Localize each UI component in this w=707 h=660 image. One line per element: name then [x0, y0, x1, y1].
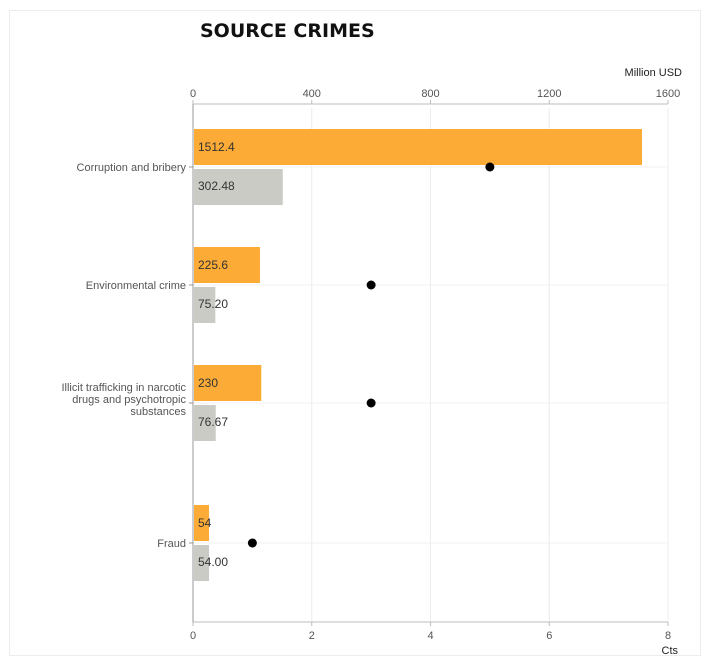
- bar-secondary: [194, 287, 216, 323]
- bar-primary-label: 54: [198, 516, 212, 530]
- bar-primary-label: 225.6: [198, 258, 228, 272]
- bar-secondary-label: 76.67: [198, 415, 228, 429]
- top-axis-tick-label: 0: [190, 88, 196, 100]
- top-axis-tick-label: 400: [303, 88, 321, 100]
- scatter-point: [485, 162, 495, 172]
- bottom-axis-tick-label: 4: [427, 630, 433, 642]
- bar-secondary: [194, 405, 216, 441]
- bottom-axis-tick-label: 0: [190, 630, 196, 642]
- category-label: Fraud: [157, 538, 186, 550]
- bar-primary: [194, 129, 642, 165]
- scatter-point: [247, 538, 257, 548]
- bottom-axis-tick-label: 8: [665, 630, 671, 642]
- bar-primary: [194, 365, 262, 401]
- category-label: substances: [130, 406, 186, 418]
- bar-primary-label: 230: [198, 376, 218, 390]
- scatter-point: [366, 280, 376, 290]
- top-axis-tick-label: 800: [421, 88, 439, 100]
- bar-primary-label: 1512.4: [198, 140, 235, 154]
- bar-secondary-label: 75.20: [198, 297, 228, 311]
- bottom-axis-tick-label: 2: [309, 630, 315, 642]
- category-label: Illicit trafficking in narcotic: [61, 382, 186, 394]
- top-axis-tick-label: 1600: [656, 88, 680, 100]
- bar-primary: [194, 505, 210, 541]
- bar-secondary: [194, 545, 210, 581]
- bottom-axis-tick-label: 6: [546, 630, 552, 642]
- category-label: Environmental crime: [86, 280, 186, 292]
- top-axis-tick-label: 1200: [537, 88, 561, 100]
- chart-title: SOURCE CRIMES: [200, 20, 375, 42]
- bar-secondary-label: 302.48: [198, 179, 235, 193]
- bar-secondary: [194, 169, 283, 205]
- category-label: drugs and psychotropic: [72, 394, 186, 406]
- chart-frame: [9, 10, 701, 656]
- top-axis-unit-label: Million USD: [625, 67, 683, 79]
- scatter-point: [366, 398, 376, 408]
- bottom-axis-unit-label: Cts: [662, 645, 679, 657]
- bar-secondary-label: 54.00: [198, 555, 228, 569]
- category-label: Corruption and bribery: [77, 162, 187, 174]
- bar-primary: [194, 247, 260, 283]
